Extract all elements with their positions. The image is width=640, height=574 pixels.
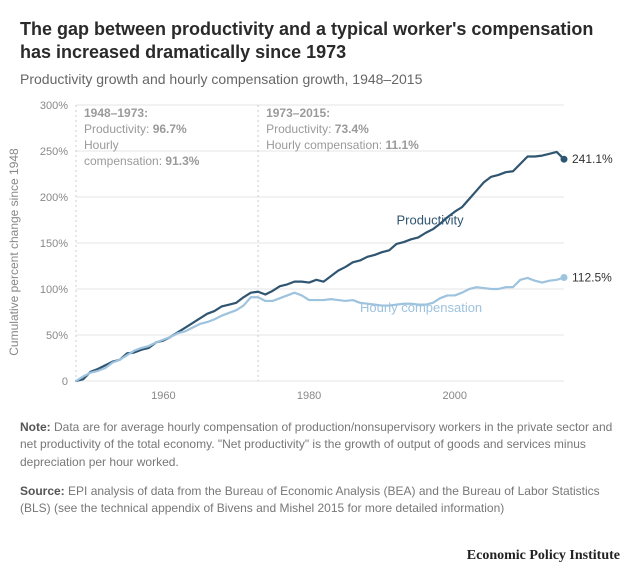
svg-text:250%: 250% [40,146,68,158]
svg-text:300%: 300% [40,100,68,112]
svg-text:0: 0 [62,376,68,388]
svg-text:Productivity: 96.7%: Productivity: 96.7% [84,122,187,136]
svg-text:50%: 50% [46,330,68,342]
chart-subtitle: Productivity growth and hourly compensat… [20,71,620,87]
svg-text:Hourly: Hourly [84,138,119,152]
svg-text:2000: 2000 [443,390,467,402]
svg-text:Hourly compensation: Hourly compensation [360,300,482,315]
svg-text:Hourly compensation: 11.1%: Hourly compensation: 11.1% [266,138,419,152]
svg-text:241.1%: 241.1% [572,152,613,166]
svg-text:Productivity: Productivity [396,212,464,227]
svg-text:1980: 1980 [297,390,321,402]
svg-text:1960: 1960 [151,390,175,402]
note-label: Note: [20,420,51,434]
svg-text:112.5%: 112.5% [572,270,612,284]
y-axis-title: Cumulative percent change since 1948 [7,148,21,355]
svg-text:Productivity: 73.4%: Productivity: 73.4% [266,122,369,136]
source-text: Source: EPI analysis of data from the Bu… [20,483,620,518]
svg-text:150%: 150% [40,238,68,250]
svg-text:1973–2015:: 1973–2015: [266,106,330,120]
svg-text:compensation: 91.3%: compensation: 91.3% [84,154,200,168]
note-text: Note: Data are for average hourly compen… [20,419,620,471]
publisher-logo: Economic Policy Institute [467,548,620,564]
svg-text:1948–1973:: 1948–1973: [84,106,148,120]
chart-container: Cumulative percent change since 1948 050… [20,97,620,407]
chart-title: The gap between productivity and a typic… [20,18,620,65]
svg-text:200%: 200% [40,192,68,204]
svg-text:100%: 100% [40,284,68,296]
line-chart: 0 50% 100% 150% 200% 250% 300% 1960 1980 2000 1948… [20,97,620,407]
source-label: Source: [20,484,65,498]
